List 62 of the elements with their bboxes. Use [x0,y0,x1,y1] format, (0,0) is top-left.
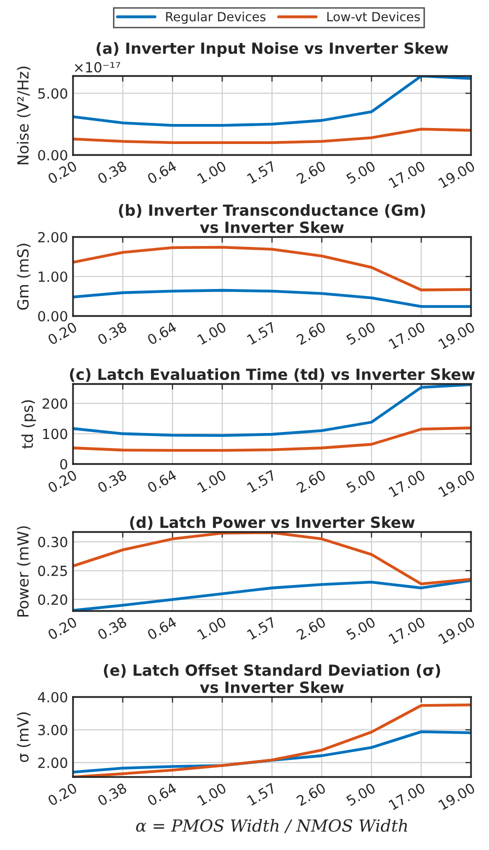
chart-title: (d) Latch Power vs Inverter Skew [130,516,415,530]
x-tick-label: 1.57 [246,782,276,806]
y-tick-label: 3.00 [38,724,68,736]
y-tick-label: 0.00 [38,150,68,160]
x-tick-label: 0.64 [146,469,178,494]
x-tick-label: 1.57 [246,616,276,640]
y-tick-label: 0.20 [38,594,68,605]
line-series [73,288,471,308]
x-tick-label: 0.38 [96,616,128,640]
y-tick-label: 1.00 [38,271,68,282]
line-series [73,426,471,452]
legend-label: Low-vt Devices [327,12,420,22]
x-tick-label: 1.00 [196,470,227,493]
chart-title: (c) Latch Evaluation Time (td) vs Inverter Skew [70,368,475,382]
y-tick-label: 0.00 [38,310,68,322]
legend-label: Regular Devices [166,12,266,24]
x-tick-label: 0.64 [146,321,178,346]
x-tick-label: 0.38 [96,470,128,494]
x-tick-label: 2.60 [296,322,326,346]
x-tick-label: 2.60 [296,782,326,806]
y-tick-label: 5.00 [38,88,68,99]
x-tick-label: 5.00 [346,470,376,494]
y-axis-title: σ (mV) [16,712,30,762]
chart-title: (a) Inverter Input Noise vs Inverter Skew [96,42,448,57]
x-tick-label: 1.00 [196,616,227,640]
x-tick-label: 1.57 [246,470,276,493]
x-tick-label: 1.00 [196,322,227,345]
line-series [73,246,471,292]
y-tick-label: 4.00 [38,692,68,702]
x-axis-title: α = PMOS Width / NMOS Width [136,818,408,834]
line-series [73,128,471,144]
x-tick-label: 1.00 [196,160,227,184]
x-tick-label: 0.64 [146,616,178,640]
x-tick-label: 0.38 [96,322,128,346]
x-tick-label: 2.60 [296,616,326,640]
x-tick-label: 0.64 [146,782,178,806]
text: ×10⁻¹⁷ [74,62,120,73]
y-tick-label: 0 [60,458,68,470]
x-tick-label: 1.57 [246,160,276,184]
y-tick-label: 0.25 [38,566,67,576]
x-tick-label: 5.00 [346,782,376,806]
x-tick-label: 0.64 [146,160,178,184]
x-tick-label: 1.57 [246,322,276,345]
y-tick-label: 200 [42,398,68,409]
y-axis-title: Noise (V²/Hz) [16,66,30,164]
y-tick-label: 2.00 [38,232,68,242]
y-axis-title: td (ps) [21,400,36,449]
chart-title: (b) Inverter Transconductance (Gm) vs Inverter Skew [118,204,426,234]
x-tick-label: 2.60 [296,470,326,494]
x-tick-label: 5.00 [346,616,376,640]
chart-title: (e) Latch Offset Standard Deviation (σ) vs Inverter Skew [104,664,440,694]
x-tick-label: 1.00 [196,782,227,806]
y-axis-title: Gm (mS) [16,244,30,310]
y-tick-label: 100 [43,428,68,440]
x-tick-label: 5.00 [346,322,376,346]
y-tick-label: 2.00 [38,758,68,768]
x-tick-label: 0.38 [96,160,128,184]
x-tick-label: 2.60 [296,160,326,184]
x-tick-label: 5.00 [346,160,376,184]
y-axis-title: Power (mW) [16,526,30,616]
x-tick-label: 0.38 [96,782,128,806]
y-tick-label: 0.30 [38,536,68,548]
